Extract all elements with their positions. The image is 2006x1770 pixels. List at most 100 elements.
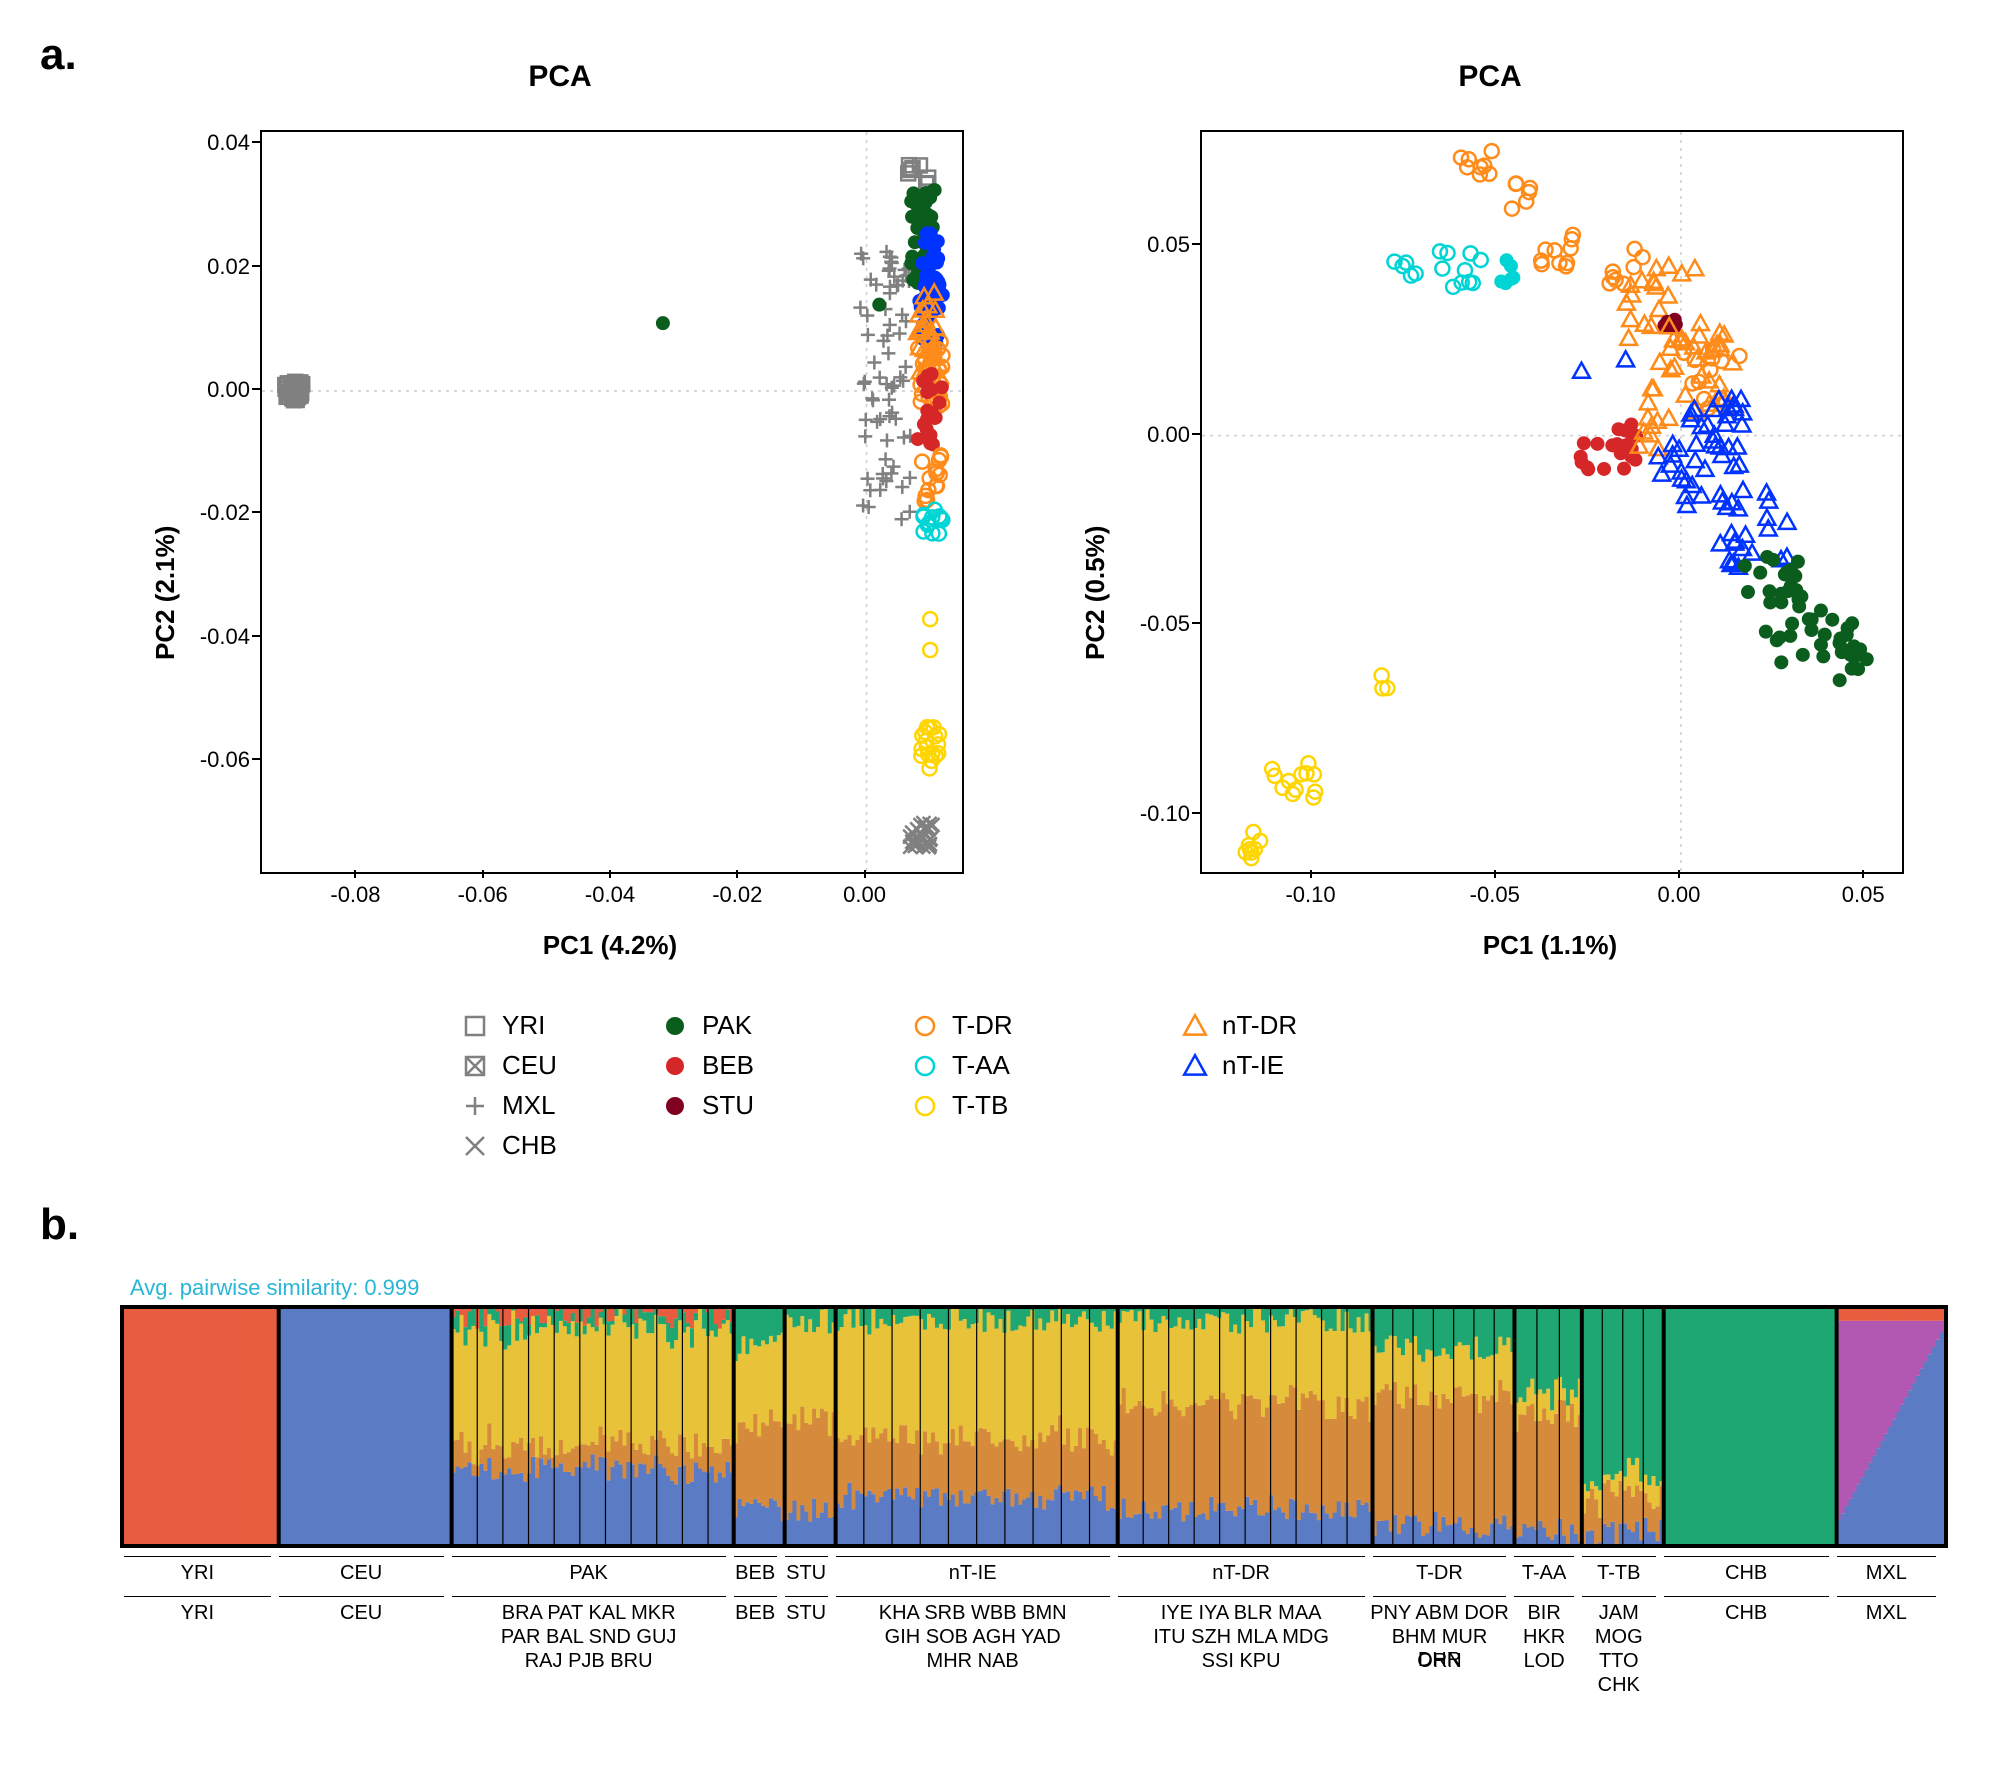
admix-sublabel: ORN [1369, 1650, 1511, 1673]
legend-label: T-AA [952, 1050, 1010, 1081]
xtick-label: -0.10 [1271, 882, 1351, 908]
ytick-label: 0.05 [1110, 232, 1190, 258]
legend-item-t-aa: T-AA [910, 1050, 1010, 1081]
legend-label: CEU [502, 1050, 557, 1081]
xtick-label: -0.06 [443, 882, 523, 908]
ytick-label: -0.04 [170, 624, 250, 650]
legend-item-chb: CHB [460, 1130, 557, 1161]
admix-sublabel: CHK [1578, 1674, 1660, 1697]
admix-group-label: T-AA [1510, 1562, 1577, 1585]
admix-sublabel: ITU SZH MLA MDG [1114, 1626, 1369, 1649]
admix-group-label: YRI [120, 1562, 275, 1585]
admix-group-label: nT-IE [832, 1562, 1114, 1585]
admix-group-label: PAK [448, 1562, 730, 1585]
admix-sublabel: GIH SOB AGH YAD [832, 1626, 1114, 1649]
admix-group-label: T-DR [1369, 1562, 1511, 1585]
admix-group-label: MXL [1833, 1562, 1940, 1585]
legend-item-mxl: MXL [460, 1090, 555, 1121]
ytick-label: -0.10 [1110, 801, 1190, 827]
legend-label: YRI [502, 1010, 545, 1041]
legend-label: T-DR [952, 1010, 1013, 1041]
legend-swatch-icon [660, 1051, 690, 1081]
pca-plot-1-frame [260, 130, 964, 874]
admix-sublabel: HKR [1510, 1626, 1577, 1649]
admix-sublabel: SSI KPU [1114, 1650, 1369, 1673]
admix-group-label: nT-DR [1114, 1562, 1369, 1585]
xtick-label: 0.00 [825, 882, 905, 908]
ytick-label: -0.02 [170, 500, 250, 526]
legend-swatch-icon [460, 1051, 490, 1081]
xtick-label: 0.00 [1639, 882, 1719, 908]
legend-item-t-tb: T-TB [910, 1090, 1008, 1121]
legend-label: MXL [502, 1090, 555, 1121]
admixture-plot-frame [120, 1305, 1948, 1548]
admix-sublabel: CEU [275, 1602, 448, 1625]
legend-item-nt-ie: nT-IE [1180, 1050, 1284, 1081]
admix-sublabel: TTO [1578, 1650, 1660, 1673]
xtick-label: -0.08 [315, 882, 395, 908]
admix-sublabel: CHB [1660, 1602, 1833, 1625]
legend-swatch-icon [660, 1091, 690, 1121]
legend-label: nT-DR [1222, 1010, 1297, 1041]
admix-sublabel: RAJ PJB BRU [448, 1650, 730, 1673]
legend-swatch-icon [460, 1011, 490, 1041]
panel-b-label: b. [40, 1200, 79, 1250]
admix-sublabel: IYE IYA BLR MAA [1114, 1602, 1369, 1625]
pca-plot-1-title: PCA [120, 60, 1000, 94]
legend-label: PAK [702, 1010, 752, 1041]
legend-swatch-icon [460, 1091, 490, 1121]
legend-swatch-icon [910, 1091, 940, 1121]
legend-swatch-icon [660, 1011, 690, 1041]
pca-plot-2-region: PCA PC2 (0.5%) PC1 (1.1%) -0.10-0.050.00… [1050, 60, 1930, 960]
xtick-label: 0.05 [1823, 882, 1903, 908]
admix-sublabel: BIR [1510, 1602, 1577, 1625]
admix-sublabel: PAR BAL SND GUJ [448, 1626, 730, 1649]
legend-swatch-icon [910, 1051, 940, 1081]
legend-item-pak: PAK [660, 1010, 752, 1041]
ytick-label: -0.05 [1110, 611, 1190, 637]
pca-plot-1-region: PCA PC2 (2.1%) PC1 (4.2%) -0.06-0.04-0.0… [120, 60, 1000, 960]
pca-plot-1-svg [262, 132, 962, 872]
admix-sublabel: LOD [1510, 1650, 1577, 1673]
legend-label: nT-IE [1222, 1050, 1284, 1081]
admix-sublabel: MOG [1578, 1626, 1660, 1649]
xtick-label: -0.05 [1455, 882, 1535, 908]
admixture-labels: YRIYRICEUCEUPAKBRA PAT KAL MKRPAR BAL SN… [120, 1548, 1940, 1748]
panel-a-label: a. [40, 30, 77, 80]
legend-swatch-icon [1180, 1011, 1210, 1041]
pca-plot-2-frame [1200, 130, 1904, 874]
legend-swatch-icon [460, 1131, 490, 1161]
admix-group-label: CHB [1660, 1562, 1833, 1585]
legend-label: STU [702, 1090, 754, 1121]
xtick-label: -0.04 [570, 882, 650, 908]
legend-item-t-dr: T-DR [910, 1010, 1013, 1041]
ytick-label: 0.00 [1110, 422, 1190, 448]
ytick-label: 0.00 [170, 377, 250, 403]
pca-plot-1-xlabel: PC1 (4.2%) [260, 930, 960, 961]
similarity-label: Avg. pairwise similarity: 0.999 [130, 1275, 419, 1301]
legend-swatch-icon [910, 1011, 940, 1041]
admix-sublabel: JAM [1578, 1602, 1660, 1625]
legend-label: BEB [702, 1050, 754, 1081]
legend-swatch-icon [1180, 1051, 1210, 1081]
ytick-label: -0.06 [170, 747, 250, 773]
ytick-label: 0.04 [170, 130, 250, 156]
admix-sublabel: KHA SRB WBB BMN [832, 1602, 1114, 1625]
legend-item-nt-dr: nT-DR [1180, 1010, 1297, 1041]
pca-plot-2-title: PCA [1050, 60, 1930, 94]
legend-item-beb: BEB [660, 1050, 754, 1081]
admix-sublabel: PNY ABM DOR [1369, 1602, 1511, 1625]
admix-sublabel: MXL [1833, 1602, 1940, 1625]
legend-item-yri: YRI [460, 1010, 545, 1041]
admix-sublabel: STU [781, 1602, 832, 1625]
legend-item-ceu: CEU [460, 1050, 557, 1081]
legend-label: CHB [502, 1130, 557, 1161]
admix-group-label: T-TB [1578, 1562, 1660, 1585]
admix-sublabel: BEB [730, 1602, 781, 1625]
admixture-plot-svg [124, 1309, 1944, 1544]
legend-item-stu: STU [660, 1090, 754, 1121]
legend-label: T-TB [952, 1090, 1008, 1121]
admix-sublabel: YRI [120, 1602, 275, 1625]
xtick-label: -0.02 [697, 882, 777, 908]
legend: YRI CEU MXL CHB PAK BEB STU T-DR T-AA T-TB nT-DR nT… [460, 1010, 1560, 1170]
